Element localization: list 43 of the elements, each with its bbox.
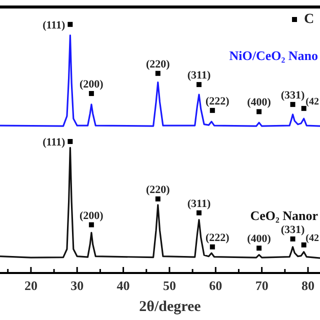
annotation: (400)	[247, 233, 272, 246]
point	[68, 138, 73, 144]
x-tick-label: 30	[70, 278, 84, 293]
text: NiO/CeO₂ Nano	[229, 48, 318, 63]
annotation: (42	[306, 96, 319, 108]
point	[301, 242, 306, 248]
point	[196, 82, 202, 88]
point	[196, 210, 202, 216]
annotation: (200)	[80, 210, 104, 222]
annotation: (222)	[205, 232, 230, 244]
annotation: (331)	[280, 224, 306, 236]
point	[88, 222, 94, 228]
point	[210, 108, 215, 113]
point	[256, 246, 262, 251]
annotation: (311)	[187, 70, 211, 82]
point	[88, 91, 94, 96]
annotation: (111)	[42, 136, 66, 148]
annotation: (42	[306, 232, 319, 244]
point	[290, 102, 296, 107]
annotation: (400)	[247, 96, 272, 109]
annotation: (222)	[205, 95, 230, 108]
point	[155, 70, 160, 76]
legend-label: C	[304, 12, 314, 27]
x-tick-label: 20	[24, 278, 38, 293]
point	[155, 196, 160, 202]
annotation: (111)	[42, 19, 66, 32]
annotation: (311)	[187, 198, 211, 210]
annotation: (220)	[146, 58, 170, 70]
x-tick-label: 50	[162, 278, 176, 293]
x-tick-label: 60	[209, 278, 222, 293]
annotation: (200)	[80, 78, 104, 91]
point	[68, 22, 73, 27]
text: CeO₂ Nanor	[250, 208, 318, 223]
x-tick-label: 80	[301, 278, 314, 293]
point	[290, 236, 296, 242]
annotation: (331)	[280, 89, 306, 102]
x-axis-title: 2θ/degree	[139, 299, 202, 315]
point	[301, 106, 306, 111]
x-tick-label: 40	[116, 278, 130, 293]
x-tick-label: 70	[255, 278, 268, 293]
point	[256, 109, 262, 114]
annotation: (220)	[146, 184, 170, 196]
point	[210, 244, 215, 250]
